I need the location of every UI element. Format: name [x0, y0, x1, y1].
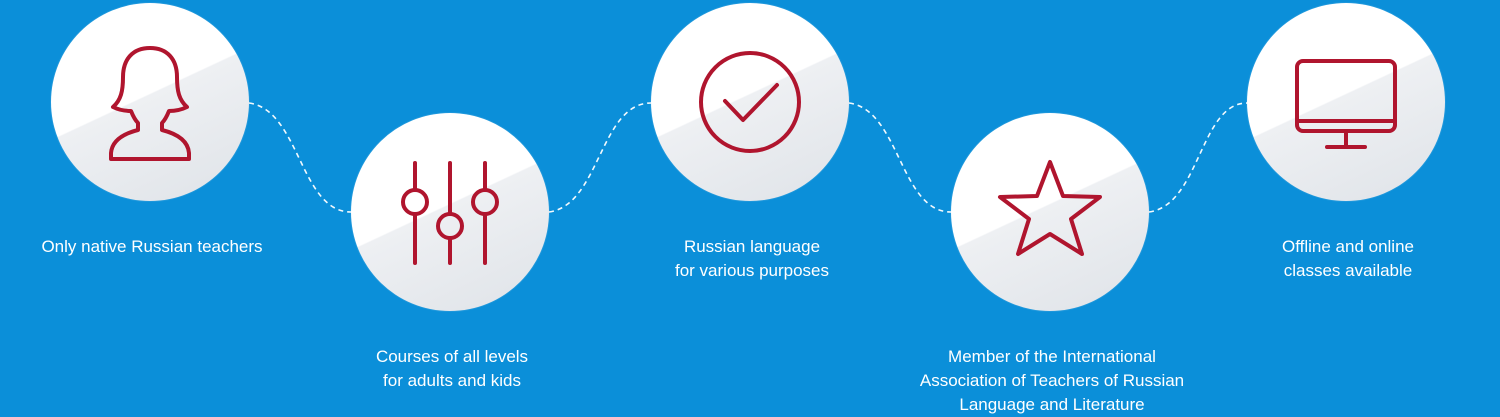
- connector-3-4: [848, 102, 952, 213]
- caption-line: Offline and online: [1281, 237, 1414, 256]
- caption-line: classes available: [1283, 261, 1413, 280]
- checkmark-circle-icon: [699, 51, 801, 153]
- feature-caption: Courses of all levels for adults and kid…: [292, 345, 612, 393]
- feature-caption: Offline and online classes available: [1188, 235, 1500, 283]
- feature-caption: Member of the International Association …: [892, 345, 1212, 417]
- feature-circle: [51, 3, 249, 201]
- feature-circle: [651, 3, 849, 201]
- connector-4-5: [1148, 102, 1248, 213]
- feature-caption: Russian language for various purposes: [592, 235, 912, 283]
- caption-line: Association of Teachers of Russian: [919, 371, 1185, 390]
- caption-line: Language and Literature: [959, 395, 1145, 414]
- caption-line: Member of the International: [948, 347, 1156, 366]
- feature-caption: Only native Russian teachers: [0, 235, 312, 259]
- caption-line: for adults and kids: [383, 371, 521, 390]
- connector-1-2: [248, 102, 352, 213]
- star-icon: [998, 160, 1102, 256]
- feature-circle: [1247, 3, 1445, 201]
- feature-circle: [951, 113, 1149, 311]
- sliders-icon: [401, 161, 499, 265]
- caption-line: Courses of all levels: [375, 347, 529, 366]
- feature-circle: [351, 113, 549, 311]
- caption-line: Russian language: [683, 237, 821, 256]
- connector-2-3: [548, 102, 652, 213]
- monitor-icon: [1295, 59, 1397, 149]
- woman-silhouette-icon: [109, 46, 191, 161]
- caption-line: Only native Russian teachers: [41, 237, 263, 256]
- caption-line: for various purposes: [674, 261, 830, 280]
